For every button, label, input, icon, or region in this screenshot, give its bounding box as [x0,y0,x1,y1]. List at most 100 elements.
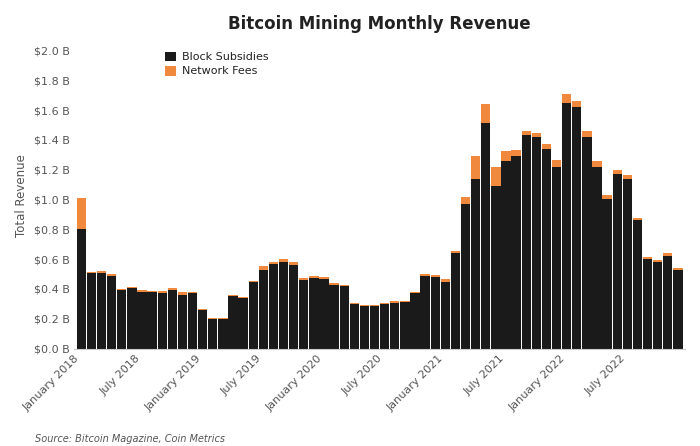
Bar [97,271,106,273]
Bar [107,276,116,349]
Bar [522,135,531,349]
Bar [380,304,389,349]
Bar [330,284,339,285]
Bar [239,298,248,349]
Bar [319,277,329,279]
Bar [77,198,86,229]
Bar [410,292,420,293]
Bar [673,268,682,269]
Bar [117,289,127,290]
Bar [643,257,652,259]
Bar [350,304,359,349]
Bar [198,309,207,310]
Legend: Block Subsidies, Network Fees: Block Subsidies, Network Fees [165,51,269,76]
Bar [87,272,96,273]
Bar [158,291,167,293]
Bar [400,302,410,349]
Bar [137,290,147,292]
Bar [430,277,440,349]
Bar [148,292,157,349]
Bar [653,262,662,349]
Bar [390,301,400,303]
Bar [623,178,632,349]
Bar [441,279,450,281]
Bar [673,269,682,349]
Y-axis label: Total Revenue: Total Revenue [15,154,28,237]
Bar [532,137,541,349]
Bar [340,286,349,349]
Bar [491,186,500,349]
Bar [360,306,369,349]
Bar [471,178,480,349]
Bar [77,229,86,349]
Bar [633,218,642,220]
Bar [421,274,430,276]
Bar [248,281,258,349]
Bar [582,131,592,137]
Bar [168,288,177,290]
Bar [107,273,116,276]
Bar [592,167,602,349]
Bar [148,291,157,292]
Bar [592,161,602,167]
Bar [279,262,288,349]
Bar [198,310,207,349]
Bar [168,290,177,349]
Bar [430,275,440,277]
Bar [188,292,197,293]
Bar [552,160,561,167]
Bar [380,303,389,304]
Bar [137,292,147,349]
Bar [410,293,420,349]
Bar [390,303,400,349]
Bar [279,259,288,262]
Bar [643,259,652,349]
Bar [330,285,339,349]
Bar [421,276,430,349]
Bar [481,104,491,124]
Bar [471,156,480,178]
Bar [319,279,329,349]
Bar [299,280,309,349]
Bar [350,303,359,304]
Bar [127,288,136,349]
Bar [481,124,491,349]
Bar [259,266,268,269]
Bar [289,265,298,349]
Bar [400,301,410,302]
Bar [522,131,531,135]
Bar [228,295,238,296]
Bar [188,293,197,349]
Bar [309,278,318,349]
Bar [562,103,571,349]
Bar [218,319,228,349]
Bar [451,251,460,253]
Bar [603,195,612,199]
Bar [441,281,450,349]
Bar [552,167,561,349]
Bar [532,133,541,137]
Bar [623,175,632,178]
Bar [269,262,278,264]
Bar [501,151,511,161]
Bar [612,170,622,174]
Bar [542,144,551,149]
Bar [370,306,379,349]
Title: Bitcoin Mining Monthly Revenue: Bitcoin Mining Monthly Revenue [228,15,531,33]
Bar [491,167,500,186]
Bar [309,276,318,278]
Bar [158,293,167,349]
Bar [127,287,136,288]
Bar [208,319,218,349]
Bar [663,253,673,256]
Bar [582,137,592,349]
Bar [512,150,521,156]
Bar [542,149,551,349]
Bar [289,262,298,265]
Bar [370,305,379,306]
Bar [87,273,96,349]
Bar [269,264,278,349]
Bar [501,161,511,349]
Bar [612,174,622,349]
Bar [663,256,673,349]
